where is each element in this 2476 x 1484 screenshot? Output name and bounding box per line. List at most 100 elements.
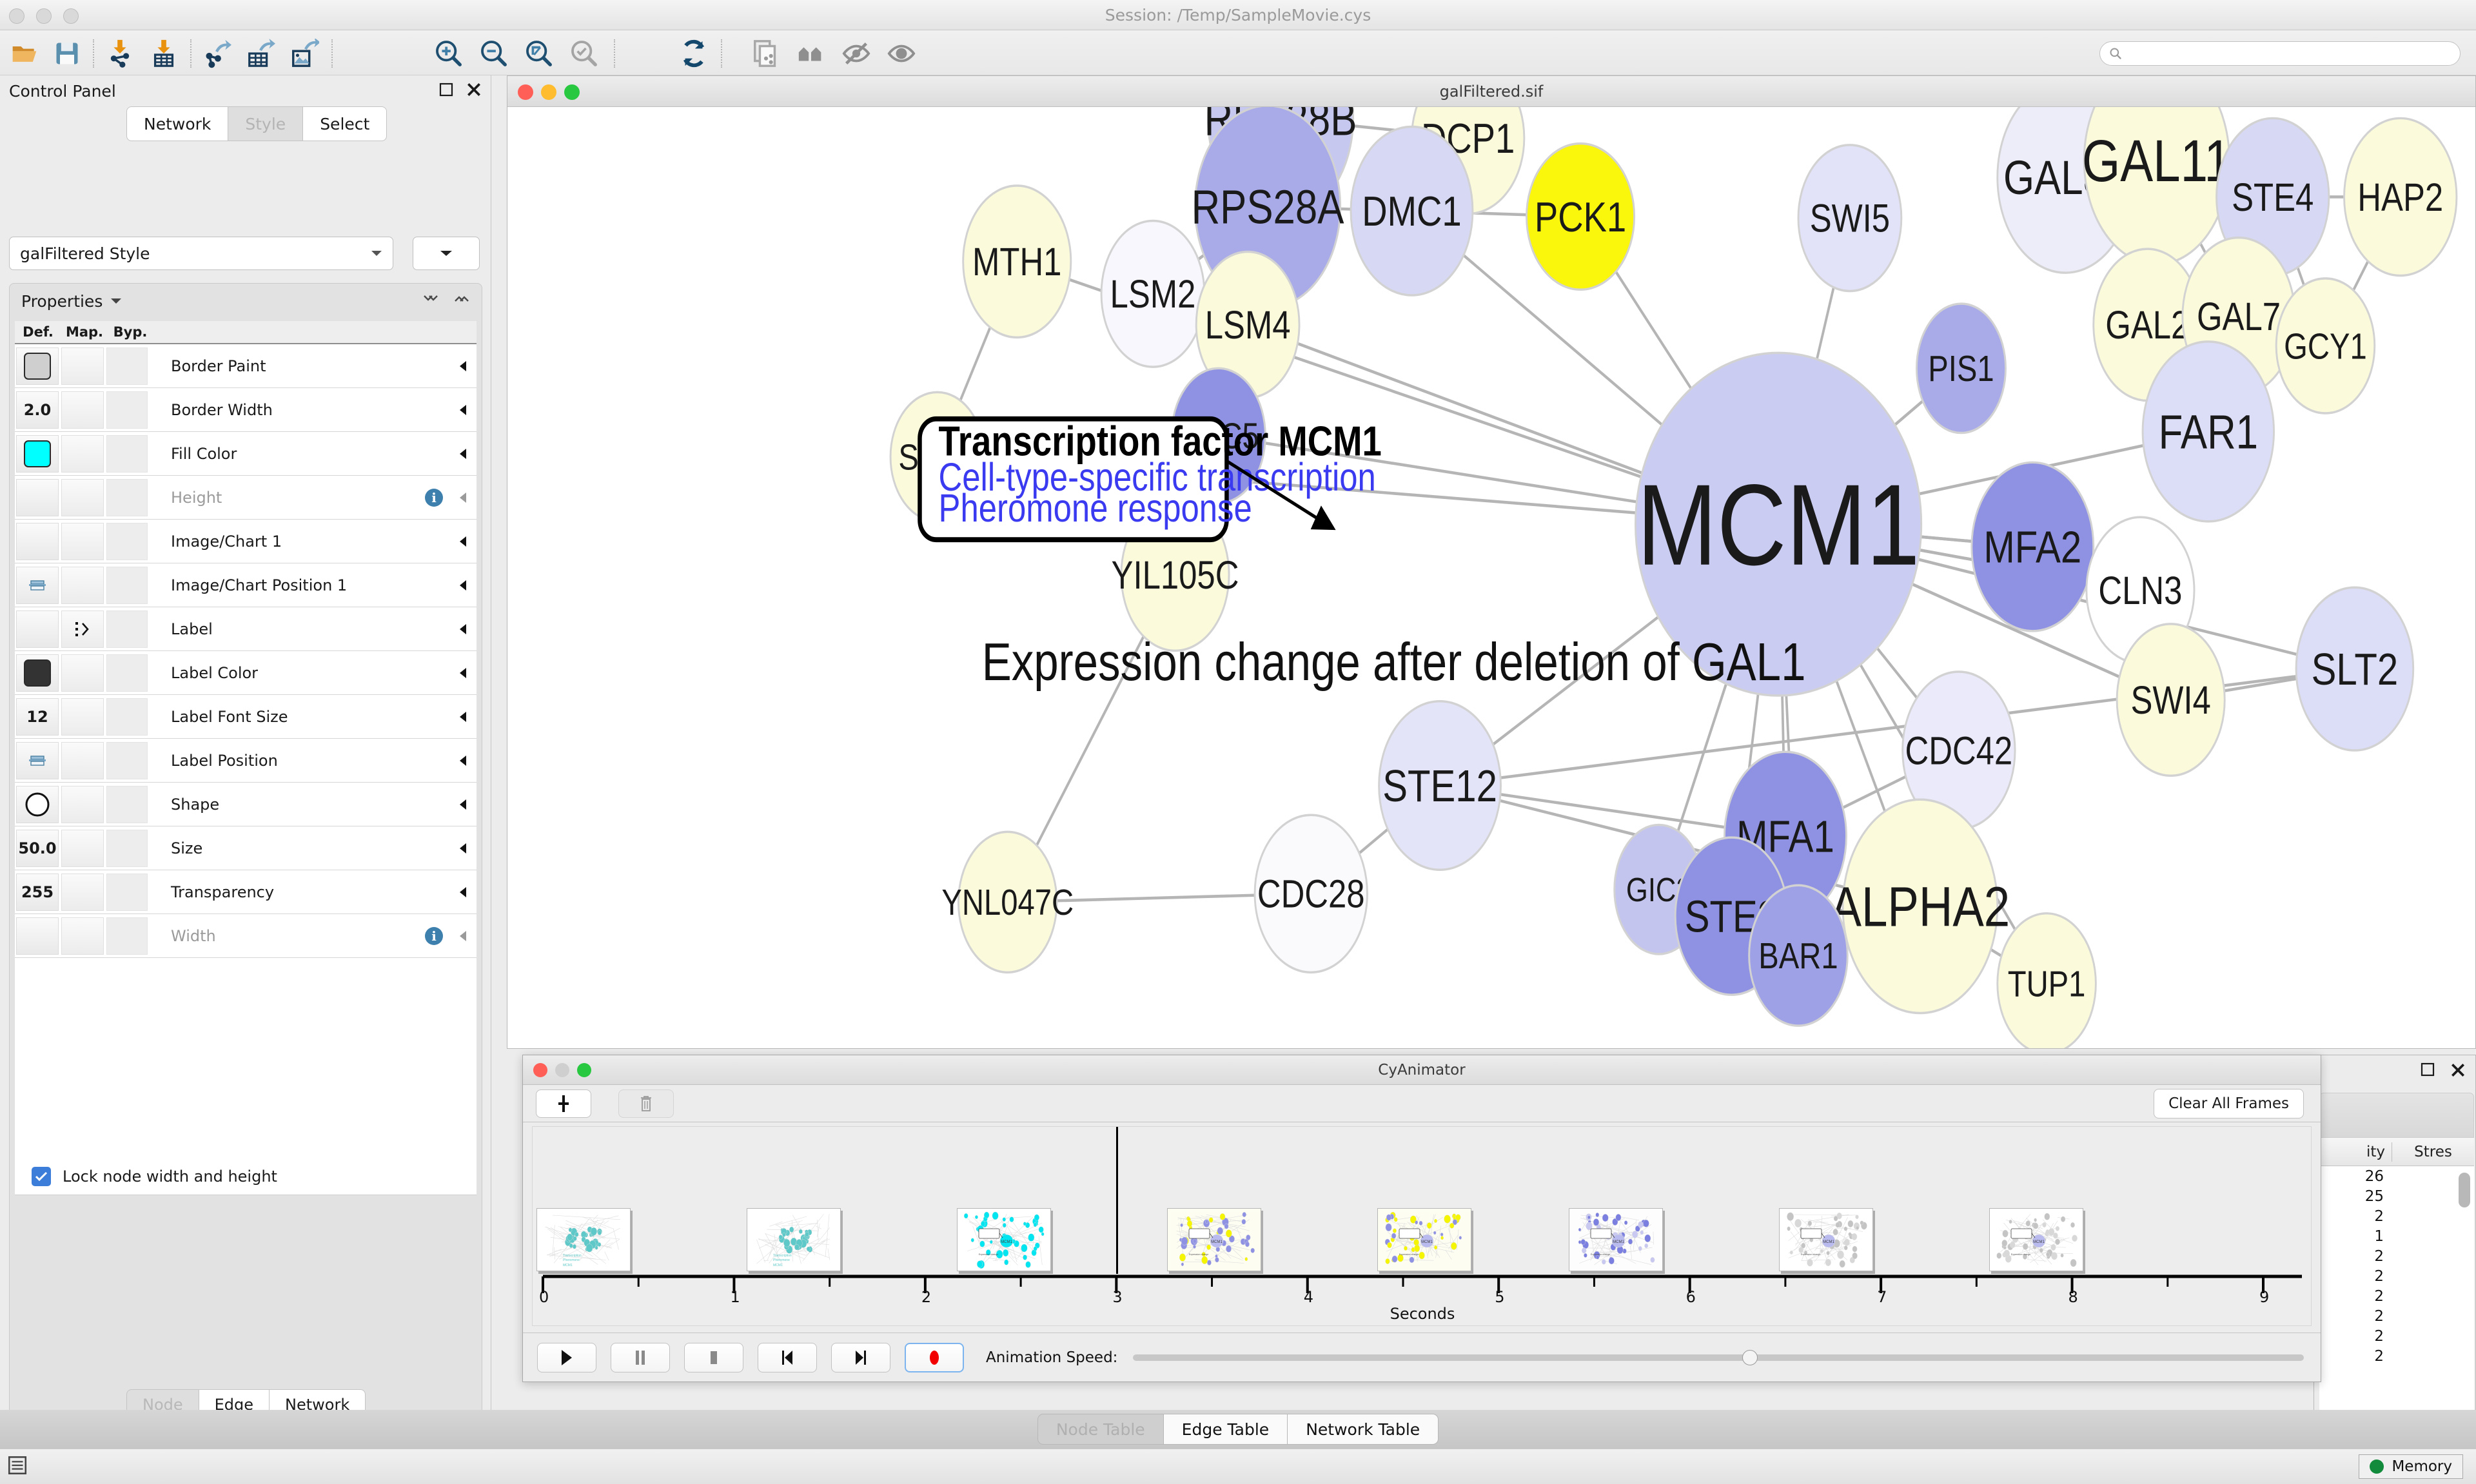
table-row[interactable]: 2 bbox=[2319, 1266, 2474, 1286]
hide-selected-icon[interactable] bbox=[840, 37, 873, 70]
fit-to-window-icon[interactable] bbox=[522, 37, 556, 70]
zoom-selected-icon[interactable] bbox=[567, 37, 601, 70]
tab-node-table[interactable]: Node Table bbox=[1037, 1414, 1163, 1445]
network-close-button[interactable] bbox=[518, 84, 533, 100]
export-table-icon[interactable] bbox=[244, 37, 277, 70]
network-canvas[interactable]: RPS28BDCP1RPS28ADMC1PCK1SWI5GAL80GAL11ST… bbox=[507, 107, 2475, 1048]
color-swatch[interactable] bbox=[24, 659, 51, 687]
show-all-icon[interactable] bbox=[885, 37, 918, 70]
chevron-down-icon[interactable] bbox=[110, 295, 122, 308]
property-mapping-cell[interactable] bbox=[61, 785, 104, 823]
property-mapping-cell[interactable] bbox=[61, 610, 104, 648]
timeline-frame[interactable]: MCM1 Expression change bbox=[1377, 1208, 1472, 1271]
table-row[interactable]: 2 bbox=[2319, 1286, 2474, 1306]
property-default-cell[interactable]: 50.0 bbox=[16, 829, 59, 867]
expand-property-icon[interactable] bbox=[449, 360, 477, 373]
property-mapping-cell[interactable] bbox=[61, 434, 104, 473]
property-bypass-cell[interactable] bbox=[106, 522, 148, 560]
close-icon[interactable] bbox=[466, 81, 482, 101]
property-bypass-cell[interactable] bbox=[106, 478, 148, 516]
info-icon[interactable]: i bbox=[425, 926, 443, 945]
property-default-cell[interactable] bbox=[16, 566, 59, 604]
window-maximize-button[interactable] bbox=[63, 8, 79, 24]
column-header-stress[interactable]: Stres bbox=[2414, 1143, 2452, 1160]
property-mapping-cell[interactable] bbox=[61, 347, 104, 385]
timeline-frame[interactable]: MCM1 Expression change bbox=[957, 1208, 1052, 1271]
zoom-out-icon[interactable] bbox=[477, 37, 511, 70]
collapse-all-icon[interactable] bbox=[422, 293, 439, 309]
property-default-cell[interactable] bbox=[16, 347, 59, 385]
property-default-cell[interactable] bbox=[16, 785, 59, 823]
tab-edge-table[interactable]: Edge Table bbox=[1163, 1414, 1288, 1445]
save-session-icon[interactable] bbox=[50, 37, 84, 70]
tab-style[interactable]: Style bbox=[228, 106, 303, 141]
play-button[interactable] bbox=[537, 1342, 596, 1372]
property-bypass-cell[interactable] bbox=[106, 654, 148, 692]
property-mapping-cell[interactable] bbox=[61, 741, 104, 779]
property-default-cell[interactable] bbox=[16, 610, 59, 648]
property-row[interactable]: Image/Chart 1 bbox=[15, 520, 477, 563]
property-row[interactable]: 2.0 Border Width bbox=[15, 388, 477, 432]
property-mapping-cell[interactable] bbox=[61, 698, 104, 736]
property-row[interactable]: Height i bbox=[15, 476, 477, 520]
timeline-frame[interactable]: MCM1 Expression change bbox=[1778, 1208, 1873, 1271]
search-input[interactable] bbox=[2127, 46, 2451, 61]
property-row[interactable]: 12 Label Font Size bbox=[15, 695, 477, 739]
style-options-menu-button[interactable] bbox=[413, 237, 480, 270]
info-icon[interactable]: i bbox=[425, 488, 443, 507]
property-bypass-cell[interactable] bbox=[106, 741, 148, 779]
expand-property-icon[interactable] bbox=[449, 667, 477, 679]
table-scrollbar[interactable] bbox=[2459, 1173, 2470, 1207]
expand-property-icon[interactable] bbox=[449, 404, 477, 416]
expand-property-icon[interactable] bbox=[449, 579, 477, 592]
property-row[interactable]: Label Position bbox=[15, 739, 477, 783]
table-row[interactable]: 2 bbox=[2319, 1326, 2474, 1346]
property-row[interactable]: Width i bbox=[15, 914, 477, 958]
animation-speed-knob[interactable] bbox=[1742, 1349, 1758, 1365]
property-mapping-cell[interactable] bbox=[61, 873, 104, 911]
property-row[interactable]: 255 Transparency bbox=[15, 870, 477, 914]
property-default-cell[interactable] bbox=[16, 917, 59, 955]
export-image-icon[interactable] bbox=[288, 37, 321, 70]
property-bypass-cell[interactable] bbox=[106, 873, 148, 911]
property-row[interactable]: Fill Color bbox=[15, 432, 477, 476]
style-select-dropdown[interactable]: galFiltered Style bbox=[9, 237, 393, 270]
table-row[interactable]: 1 bbox=[2319, 1226, 2474, 1246]
tab-network-table[interactable]: Network Table bbox=[1287, 1414, 1439, 1445]
export-network-icon[interactable] bbox=[200, 37, 233, 70]
expand-property-icon[interactable] bbox=[449, 798, 477, 811]
expand-property-icon[interactable] bbox=[449, 754, 477, 767]
zoom-in-icon[interactable] bbox=[432, 37, 466, 70]
property-bypass-cell[interactable] bbox=[106, 610, 148, 648]
expand-property-icon[interactable] bbox=[449, 535, 477, 548]
cyanimator-timeline[interactable]: Transcription Pheromone MCM1 Transcription P… bbox=[532, 1126, 2312, 1326]
window-minimize-button[interactable] bbox=[36, 8, 52, 24]
property-default-cell[interactable]: 255 bbox=[16, 873, 59, 911]
property-mapping-cell[interactable] bbox=[61, 522, 104, 560]
timeline-frame[interactable]: MCM1 Expression change bbox=[1167, 1208, 1262, 1271]
property-bypass-cell[interactable] bbox=[106, 917, 148, 955]
add-frame-button[interactable] bbox=[536, 1089, 591, 1118]
tab-select[interactable]: Select bbox=[302, 106, 388, 141]
color-swatch[interactable] bbox=[24, 440, 51, 467]
table-row[interactable]: 2 bbox=[2319, 1306, 2474, 1326]
property-default-cell[interactable] bbox=[16, 478, 59, 516]
cyanimator-maximize-button[interactable] bbox=[577, 1063, 591, 1077]
property-mapping-cell[interactable] bbox=[61, 566, 104, 604]
step-back-button[interactable] bbox=[758, 1342, 817, 1372]
table-row[interactable]: 26 bbox=[2319, 1166, 2474, 1186]
table-row[interactable]: 2 bbox=[2319, 1246, 2474, 1266]
property-row[interactable]: Label bbox=[15, 607, 477, 651]
property-row[interactable]: Shape bbox=[15, 783, 477, 826]
property-default-cell[interactable] bbox=[16, 522, 59, 560]
table-row[interactable]: 2 bbox=[2319, 1346, 2474, 1366]
expand-property-icon[interactable] bbox=[449, 623, 477, 636]
close-icon[interactable] bbox=[2450, 1062, 2466, 1081]
import-table-icon[interactable] bbox=[147, 37, 181, 70]
window-close-button[interactable] bbox=[9, 8, 25, 24]
property-default-cell[interactable]: 2.0 bbox=[16, 391, 59, 429]
open-file-icon[interactable] bbox=[8, 37, 41, 70]
step-forward-button[interactable] bbox=[831, 1342, 890, 1372]
property-default-cell[interactable] bbox=[16, 654, 59, 692]
property-mapping-cell[interactable] bbox=[61, 829, 104, 867]
